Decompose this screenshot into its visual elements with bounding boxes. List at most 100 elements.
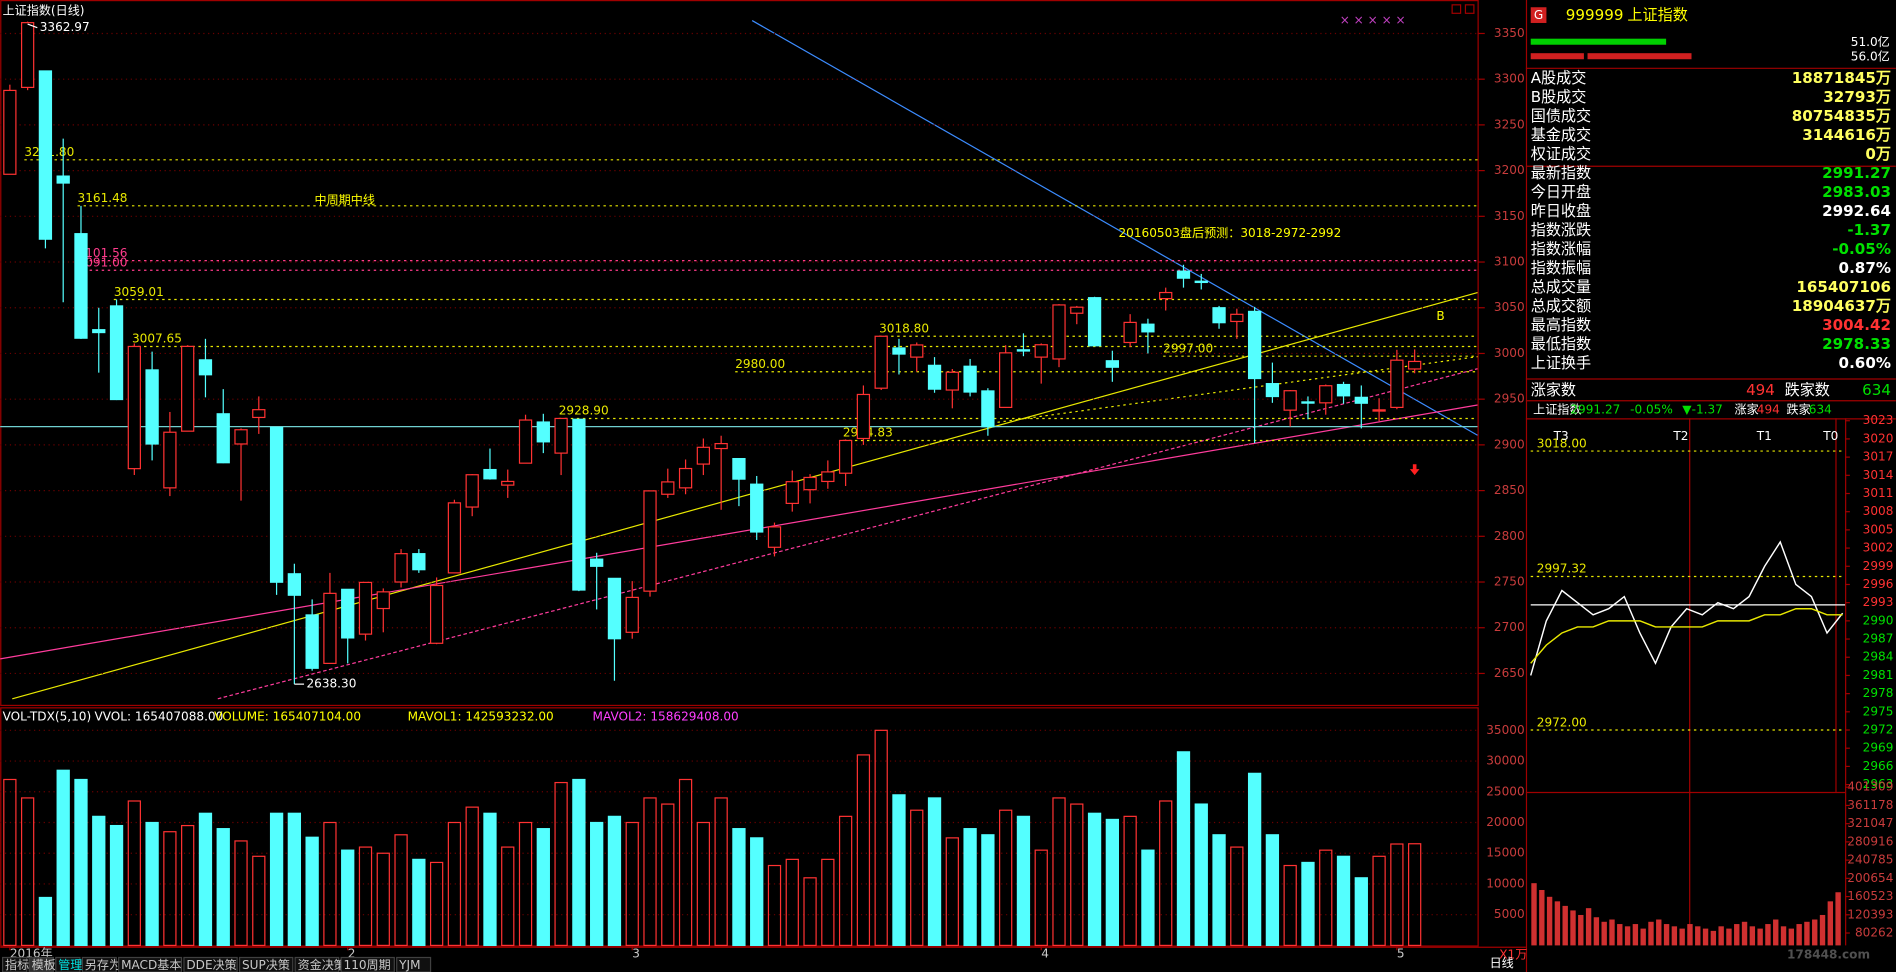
volume-bar <box>92 815 106 947</box>
volume-bar <box>1283 864 1297 947</box>
volume-bar <box>874 729 888 947</box>
intraday-line <box>1530 540 1844 676</box>
bar-label: 51.0亿 <box>1851 34 1890 49</box>
tab-label[interactable]: YJM <box>398 958 420 972</box>
level-label: 3059.01 <box>114 285 164 299</box>
candle-body <box>1212 307 1226 324</box>
y-tick-label: 15000 <box>1486 846 1524 860</box>
intraday-volume <box>1695 926 1701 946</box>
breadth: 494 <box>1746 381 1775 399</box>
candle-body <box>750 483 764 533</box>
y-tick-label: 3008 <box>1863 504 1894 518</box>
indicator-readout: MAVOL1: 142593232.00 <box>408 709 554 723</box>
volume-bar <box>750 837 764 947</box>
intraday-volume <box>1687 924 1693 946</box>
tab-label[interactable]: 资金决策 <box>298 957 346 972</box>
candle-body <box>1408 360 1422 370</box>
intraday-header: 2991.27 <box>1570 402 1620 416</box>
tab[interactable] <box>28 956 54 972</box>
volume-bar <box>1141 849 1155 947</box>
tab[interactable] <box>396 956 432 972</box>
intraday-volume <box>1593 917 1600 946</box>
extreme-pointer <box>27 23 38 29</box>
icon[interactable] <box>1464 4 1475 14</box>
indicator-readout: VVOL: 165407088.00 <box>94 709 223 723</box>
intraday-volume <box>1632 924 1639 946</box>
intraday-volume <box>1539 889 1545 946</box>
volume-bar <box>429 861 444 947</box>
tab-label[interactable]: SUP决策 <box>242 958 290 972</box>
y-tick-label: 3017 <box>1863 450 1894 464</box>
tab-label[interactable]: MACD基本 <box>121 958 181 972</box>
x-tick-label: 5 <box>1397 946 1405 960</box>
x-tick-label: 2 <box>348 946 356 960</box>
arrow-icon <box>1409 464 1420 476</box>
annotation: 20160503盘后预测：3018-2972-2992 <box>1118 225 1341 240</box>
volume-bar <box>483 812 497 947</box>
trendlines <box>0 20 1478 700</box>
tab[interactable] <box>81 956 117 972</box>
candle-body <box>767 526 782 548</box>
candle-body <box>1159 291 1173 300</box>
quote-label: 今日开盘 <box>1531 183 1591 201</box>
volume-bar <box>590 821 604 947</box>
level-label: 3091.00 <box>78 256 128 270</box>
tab[interactable] <box>238 956 294 972</box>
volume-bar <box>109 824 124 947</box>
volume-bar <box>181 824 195 947</box>
x-tick-label: 3 <box>632 946 640 960</box>
candle-body <box>252 409 266 419</box>
tab-label[interactable]: DDE决策 <box>186 958 236 972</box>
tab-label[interactable]: 管理 <box>58 957 82 972</box>
quote-label: 基金成交 <box>1531 126 1591 144</box>
intraday-volume <box>1819 914 1826 946</box>
volume-bar <box>661 803 675 947</box>
tab-label[interactable]: 模板 <box>32 958 56 972</box>
candle-body <box>341 588 355 639</box>
period[interactable]: 日线 <box>1490 956 1514 970</box>
intraday-volume <box>1812 919 1818 946</box>
y-tick-label: 2978 <box>1863 686 1894 700</box>
tab[interactable] <box>340 956 395 972</box>
candle-body <box>1070 306 1084 314</box>
candle-body <box>785 481 799 504</box>
volume-bar <box>767 864 782 947</box>
candle-body <box>269 426 284 583</box>
tab-label[interactable]: 110周期 <box>344 958 391 972</box>
intraday-volume <box>1710 930 1717 946</box>
icon[interactable] <box>1451 4 1462 14</box>
tab[interactable] <box>55 956 81 972</box>
tab[interactable] <box>294 956 340 972</box>
logo <box>1530 7 1547 23</box>
intraday-volume <box>1796 924 1802 946</box>
level-label: 2928.90 <box>559 404 609 418</box>
volume-bar <box>856 754 871 947</box>
candle-body <box>607 577 622 640</box>
volume-bar <box>714 797 728 947</box>
candle-body <box>910 344 924 358</box>
tab[interactable] <box>1 956 28 972</box>
annotation: 中周期中线 <box>315 192 375 207</box>
tab[interactable] <box>183 956 238 972</box>
volume-bar <box>465 806 479 947</box>
quote-label: 昨日收盘 <box>1531 202 1591 220</box>
quote-label: 最新指数 <box>1531 164 1591 182</box>
volume-bar <box>1194 803 1208 947</box>
tab[interactable] <box>118 956 183 972</box>
volume-bar <box>323 821 337 947</box>
breadth: 跌家数 <box>1785 381 1830 399</box>
quote-value: -1.37 <box>1847 221 1891 239</box>
y-tick-label: 3014 <box>1863 468 1894 482</box>
volume-bar <box>1212 834 1226 947</box>
candle-body <box>554 417 568 454</box>
tab-label[interactable]: 指标 <box>5 957 29 972</box>
y-tick-label: 2984 <box>1863 650 1894 664</box>
candle-body <box>874 335 888 389</box>
y-tick-label: 3150 <box>1494 209 1525 223</box>
intraday-volume <box>1617 924 1623 946</box>
candle-body <box>447 502 462 574</box>
candle-body <box>1354 396 1368 404</box>
tab-label[interactable]: 另存为 <box>85 958 121 972</box>
